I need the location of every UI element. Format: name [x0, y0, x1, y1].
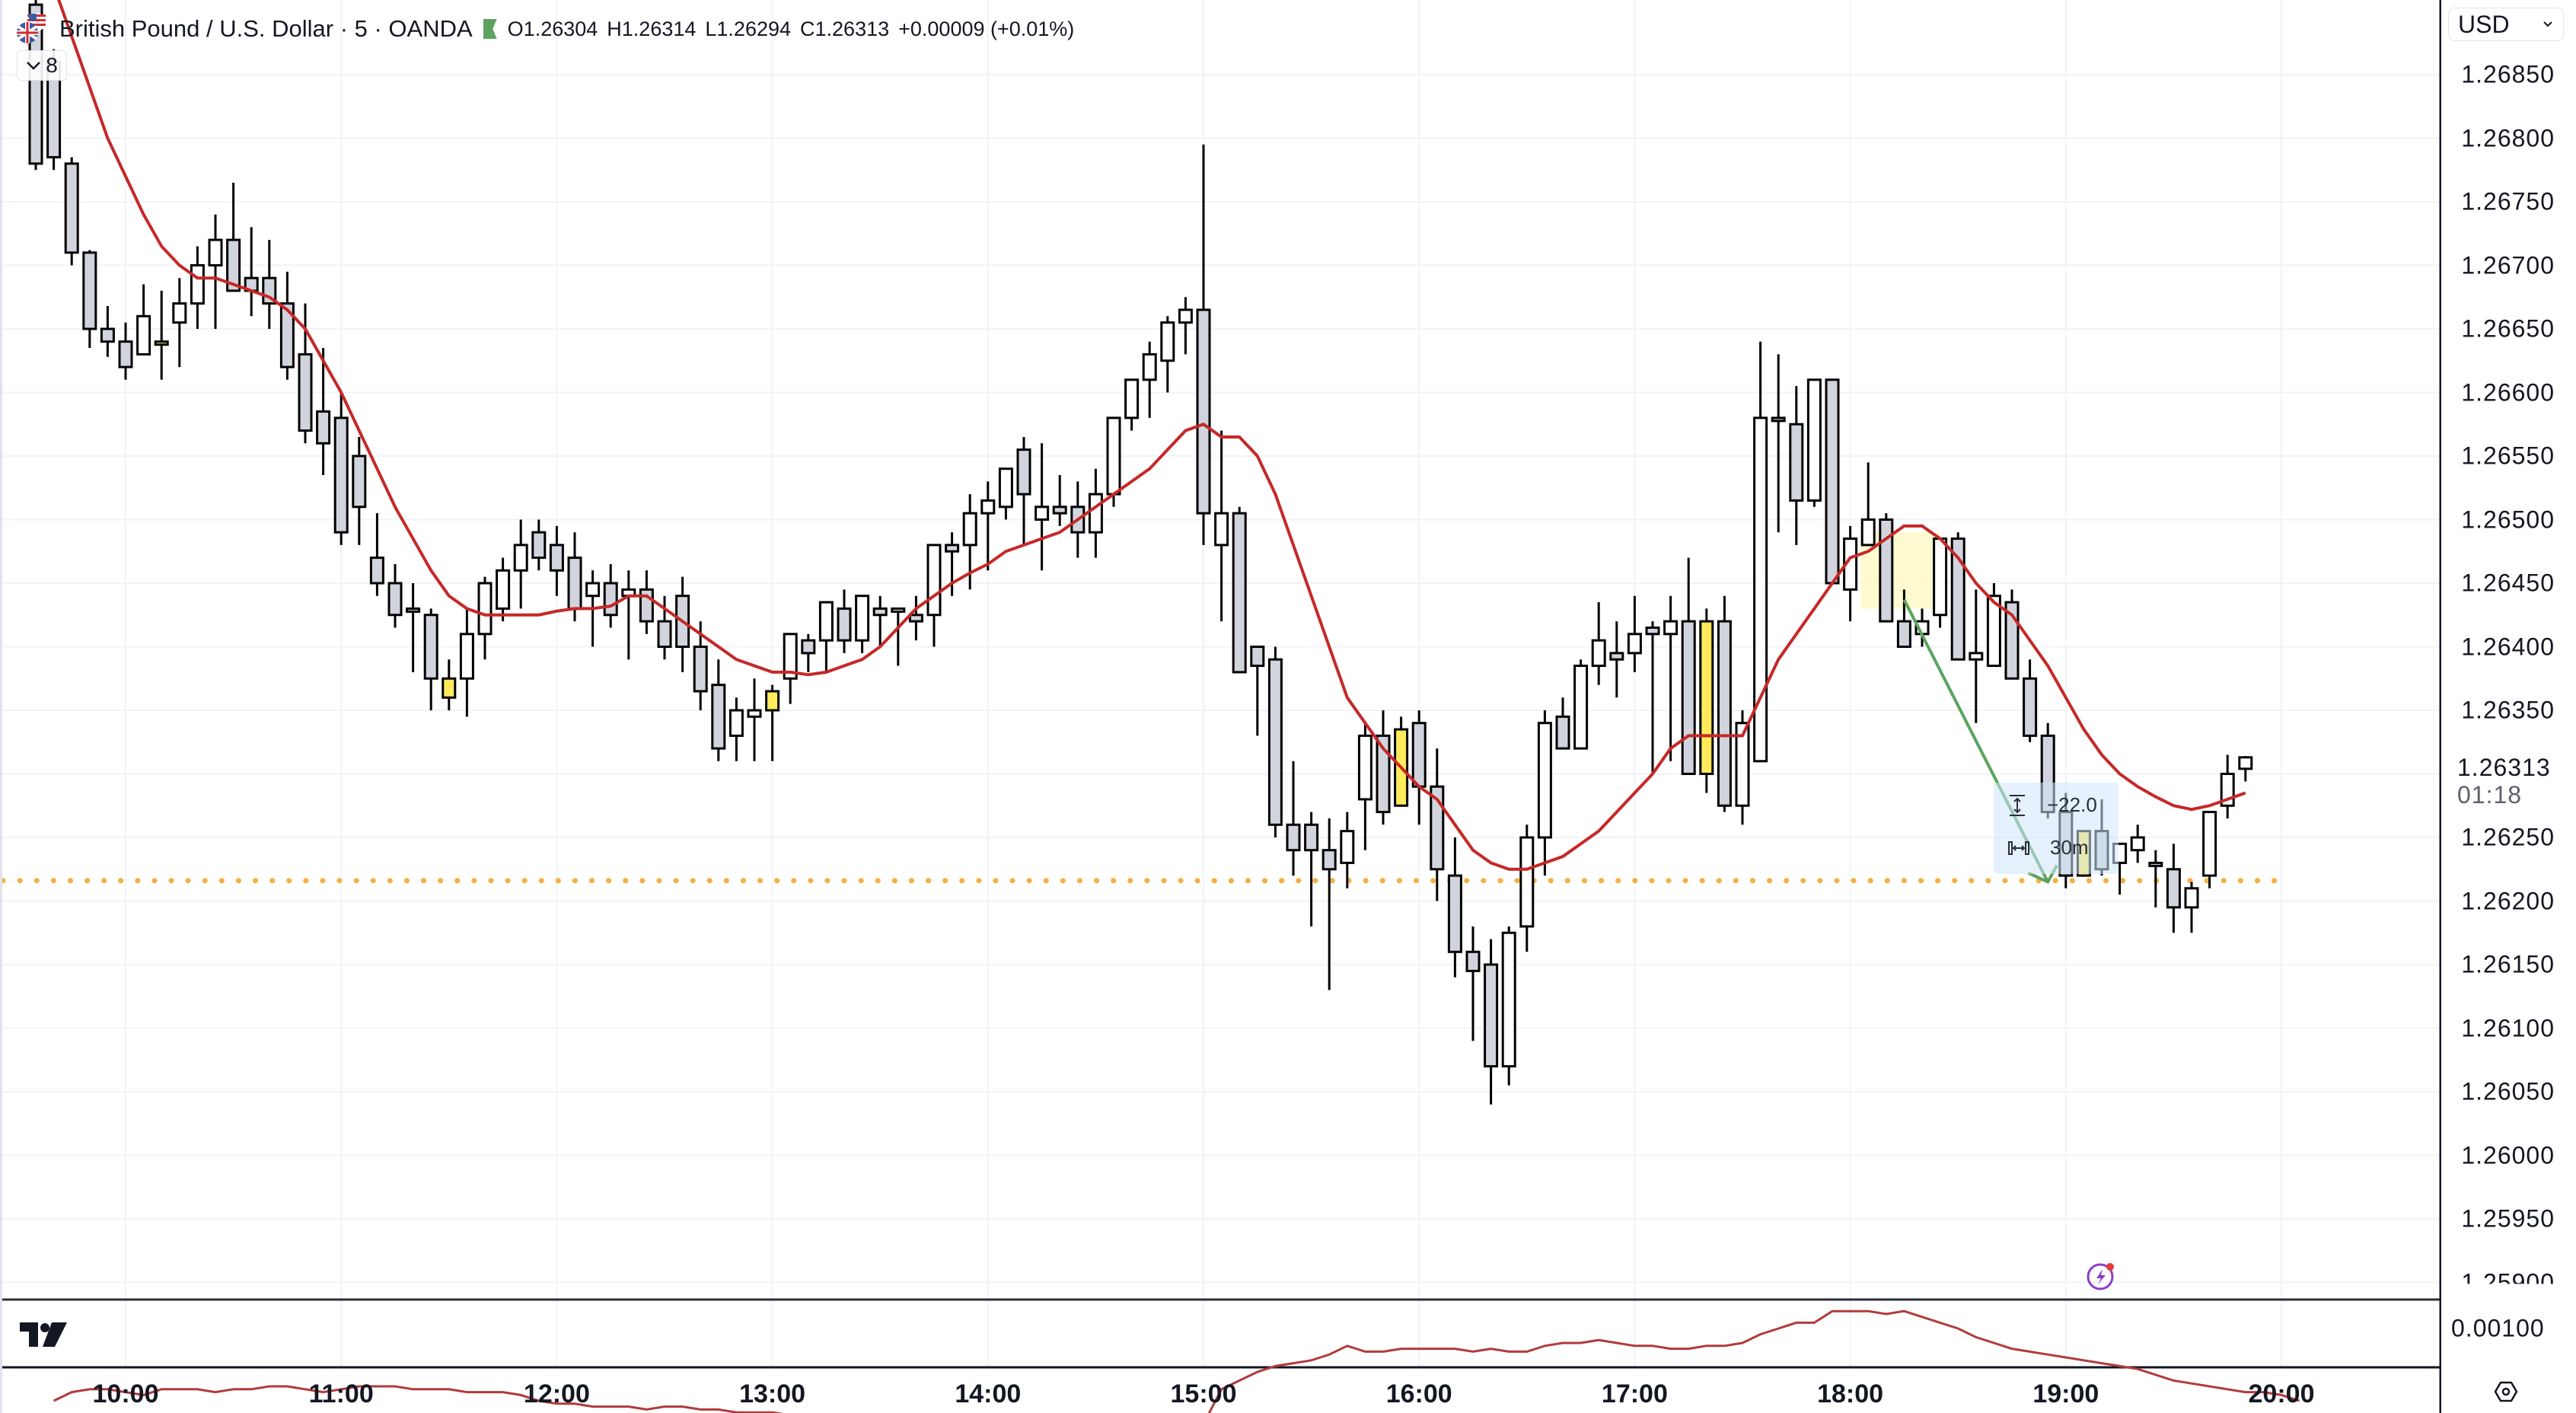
left-edge	[0, 0, 2, 1413]
indicator-line[interactable]	[53, 1309, 2300, 1413]
collapse-indicators-button[interactable]: 8	[17, 50, 67, 81]
measure-price-change: −22.0	[2047, 793, 2097, 816]
time-axis-label: 19:00	[2032, 1380, 2099, 1408]
chevron-down-icon	[2543, 21, 2552, 27]
gbp-usd-flags-icon	[14, 11, 49, 46]
time-axis-label: 20:00	[2248, 1380, 2315, 1408]
price-axis-label: 1.26000	[2461, 1141, 2555, 1169]
price-axis-label: 1.26850	[2461, 60, 2555, 88]
price-axis-label: 1.26550	[2461, 442, 2555, 470]
price-axis-label: 1.26500	[2461, 506, 2555, 533]
change-value: +0.00009 (+0.01%)	[898, 17, 1075, 40]
close-value: C1.26313	[800, 17, 890, 40]
price-axis-label: 1.26650	[2461, 314, 2555, 343]
horizontal-range-icon	[2008, 840, 2029, 855]
price-axis-label: 1.26350	[2461, 696, 2555, 724]
price-axis[interactable]: 1.26850 1.26800 1.26750 1.26700 1.26650 1.266…	[2441, 0, 2576, 1413]
price-axis-label: 1.26100	[2461, 1014, 2555, 1041]
settings-gear-icon[interactable]	[2494, 1380, 2518, 1404]
price-axis-label: 1.26200	[2461, 887, 2555, 914]
currency-selector[interactable]: USD	[2448, 8, 2564, 41]
lightning-alert-icon[interactable]	[2086, 1261, 2116, 1291]
price-axis-label: 1.26600	[2461, 378, 2555, 406]
symbol-title[interactable]: British Pound / U.S. Dollar · 5 · OANDA	[59, 15, 473, 42]
time-axis-label: 16:00	[1385, 1380, 1452, 1408]
price-axis-label: 1.26700	[2461, 251, 2555, 279]
market-open-flag-icon[interactable]	[483, 19, 497, 39]
chevron-down-icon	[27, 62, 41, 70]
price-axis-label: 1.26250	[2461, 823, 2555, 851]
low-value: L1.26294	[705, 17, 792, 40]
price-axis-label: 1.25900	[2461, 1268, 2555, 1296]
measure-duration: 30m	[2050, 836, 2089, 859]
open-value: O1.26304	[507, 17, 598, 40]
high-value: H1.26314	[607, 17, 697, 40]
measure-tooltip[interactable]: −22.0 30m	[1994, 783, 2119, 874]
price-axis-label: 1.26750	[2461, 187, 2555, 215]
time-axis-label: 11:00	[308, 1380, 374, 1408]
time-axis-label: 17:00	[1601, 1380, 1668, 1408]
ohlc-values: O1.26304 H1.26314 L1.26294 C1.26313 +0.0…	[508, 18, 1075, 41]
price-axis-label: 1.26150	[2461, 950, 2555, 978]
grid-lines	[0, 0, 2441, 1367]
tradingview-logo-icon[interactable]	[20, 1322, 67, 1347]
time-axis-label: 10:00	[92, 1380, 159, 1408]
indicator-count: 8	[46, 53, 58, 77]
indicator-axis-label: 0.00100	[2451, 1314, 2545, 1342]
moving-average-line[interactable]	[54, 0, 2246, 871]
bar-countdown: 01:18	[2457, 781, 2523, 809]
price-axis-label: 1.26800	[2461, 124, 2555, 152]
symbol-legend[interactable]: British Pound / U.S. Dollar · 5 · OANDA …	[14, 11, 1074, 47]
price-axis-label: 1.26450	[2461, 569, 2555, 597]
time-axis-label: 15:00	[1170, 1380, 1237, 1408]
time-axis-label: 14:00	[955, 1380, 1022, 1408]
candlestick-series[interactable]	[28, 0, 2253, 1105]
time-axis-label: 13:00	[739, 1380, 806, 1408]
measure-price-row: −22.0	[2007, 793, 2097, 817]
last-price: 1.26313	[2457, 754, 2551, 781]
time-axis-label: 18:00	[1817, 1380, 1884, 1408]
time-axis-label: 12:00	[523, 1380, 590, 1408]
price-axis-label: 1.26400	[2461, 633, 2555, 660]
vertical-range-icon	[2010, 794, 2025, 816]
last-price-label: 1.26313 01:18	[2457, 754, 2551, 809]
measure-time-row: 30m	[2007, 836, 2089, 860]
price-axis-label: 1.26050	[2461, 1077, 2555, 1105]
currency-label: USD	[2458, 10, 2510, 38]
price-axis-label: 1.25950	[2461, 1204, 2555, 1233]
